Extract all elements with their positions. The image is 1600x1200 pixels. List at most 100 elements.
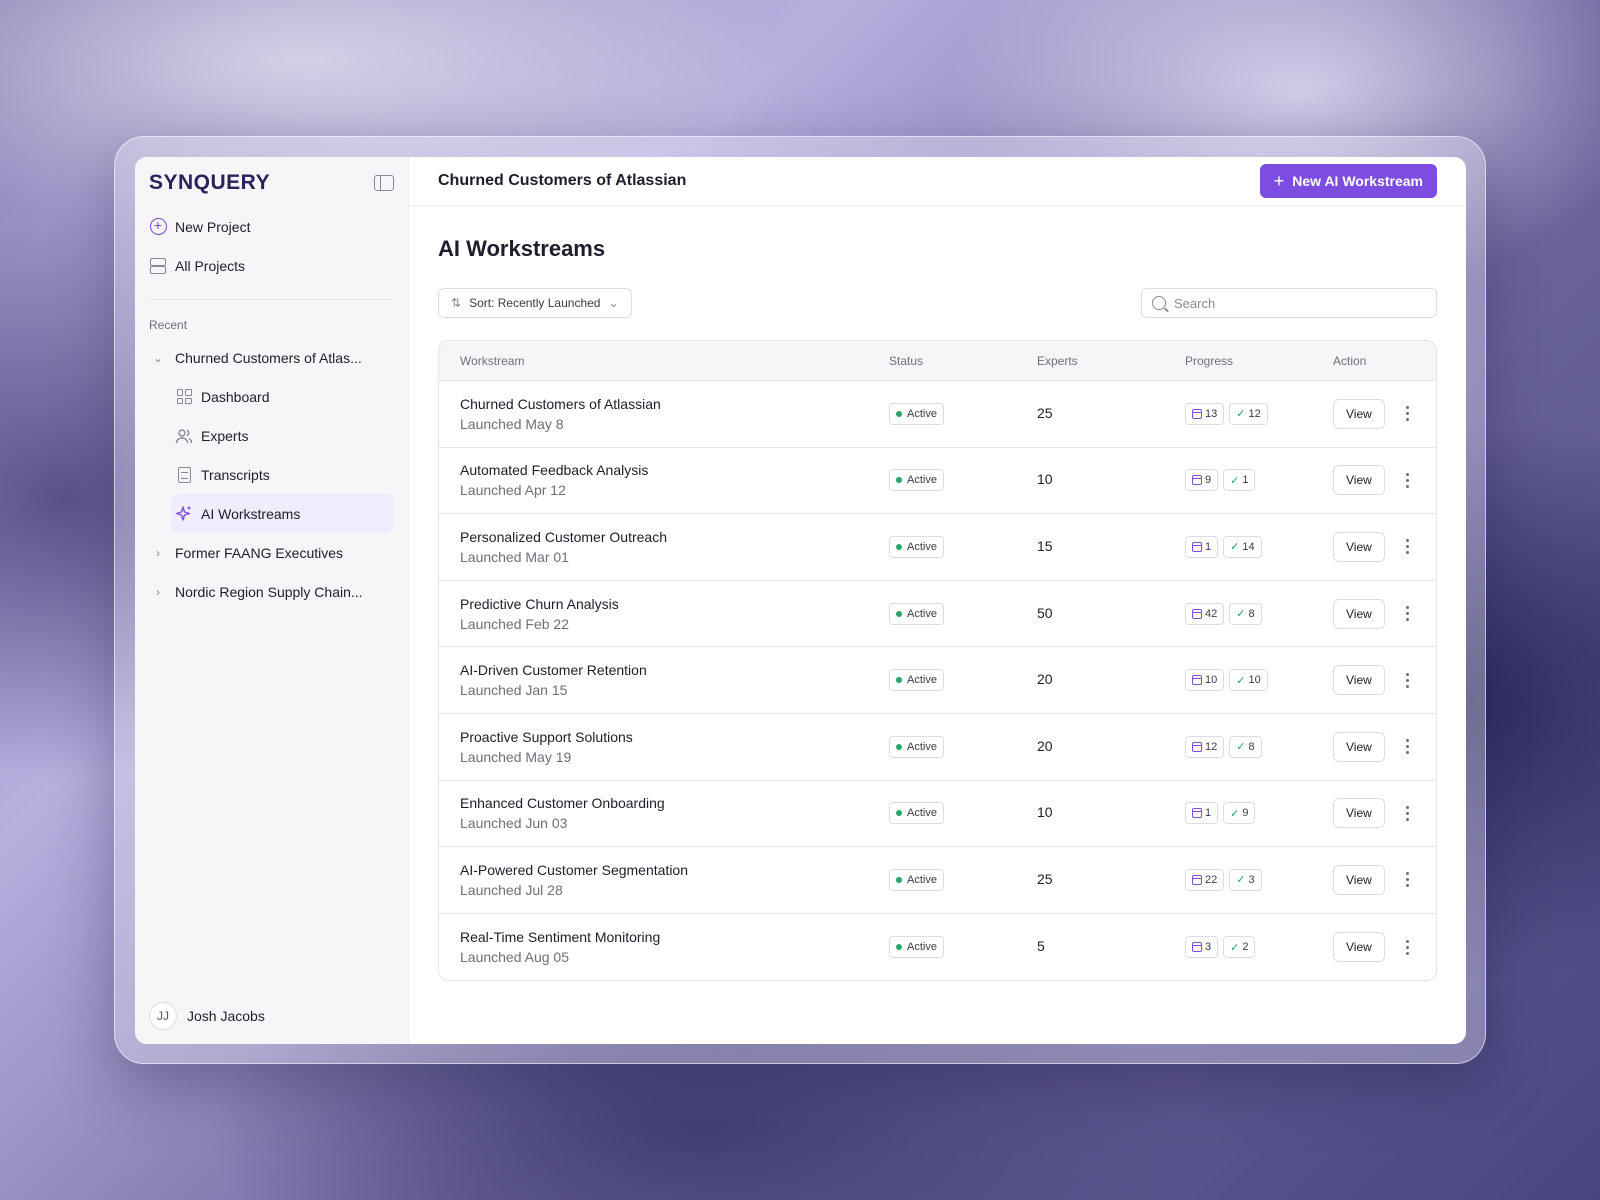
progress-cell: 1 ✓ 14 [1185,535,1333,558]
sidebar-item-ai-workstreams[interactable]: AI Workstreams [171,494,394,533]
completed-chip: ✓ 8 [1229,602,1262,625]
experts-cell: 10 [1037,471,1185,489]
all-projects-link[interactable]: All Projects [149,246,394,285]
workstream-name[interactable]: Proactive Support Solutions [460,728,633,745]
status-dot-icon [896,743,902,750]
sidebar-item-label: Experts [201,427,249,444]
chevron-down-icon[interactable]: ⌄ [152,350,164,365]
main-panel: Churned Customers of Atlassian + New AI … [409,157,1466,1044]
more-options-icon[interactable] [1401,672,1415,688]
status-badge: Active [889,469,944,492]
search-icon [1152,296,1166,310]
workstream-name[interactable]: AI-Powered Customer Segmentation [460,861,688,878]
column-header-experts: Experts [1037,353,1078,368]
completed-chip: ✓ 14 [1223,535,1262,558]
status-dot-icon [896,944,902,951]
recent-project-faang[interactable]: › Former FAANG Executives [149,533,394,572]
view-button[interactable]: View [1333,798,1385,829]
table-row[interactable]: Enhanced Customer Onboarding Launched Ju… [439,781,1436,848]
workstream-name[interactable]: Churned Customers of Atlassian [460,395,661,412]
more-options-icon[interactable] [1401,606,1415,622]
experts-cell: 20 [1037,738,1185,756]
sidebar-item-label: AI Workstreams [201,505,301,522]
plus-icon: + [1273,171,1285,191]
column-header-progress: Progress [1185,353,1234,368]
scheduled-chip: 12 [1185,735,1225,758]
sidebar-item-experts[interactable]: Experts [149,416,394,455]
status-cell: Active [889,469,1037,492]
status-text: Active [907,873,937,886]
sidebar-item-transcripts[interactable]: Transcripts [149,455,394,494]
search-box[interactable] [1141,288,1437,318]
recent-project-churned[interactable]: ⌄ Churned Customers of Atlas... [149,338,394,377]
view-button[interactable]: View [1333,531,1385,562]
scheduled-chip: 42 [1185,602,1225,625]
sidebar-toggle-icon[interactable] [374,175,394,191]
more-options-icon[interactable] [1401,939,1415,955]
new-ai-workstream-button[interactable]: + New AI Workstream [1259,164,1437,198]
check-icon: ✓ [1230,474,1240,487]
column-header-action: Action [1333,353,1367,368]
sort-dropdown[interactable]: ⇅ Sort: Recently Launched ⌄ [438,288,632,318]
completed-chip: ✓ 8 [1229,735,1262,758]
more-options-icon[interactable] [1401,539,1415,555]
app-window: SYNQUERY + New Project All Projects Rece… [135,157,1466,1044]
table-row[interactable]: Proactive Support Solutions Launched May… [439,714,1436,781]
user-menu[interactable]: JJ Josh Jacobs [149,1002,265,1030]
calendar-icon [1192,475,1202,486]
status-cell: Active [889,735,1037,758]
new-project-label: New Project [175,218,251,235]
sidebar-item-dashboard[interactable]: Dashboard [149,377,394,416]
more-options-icon[interactable] [1401,406,1415,422]
document-icon [175,466,193,484]
view-button[interactable]: View [1333,932,1385,963]
workstream-launch-date: Launched Aug 05 [460,949,569,966]
content: AI Workstreams ⇅ Sort: Recently Launched… [409,206,1466,982]
more-options-icon[interactable] [1401,872,1415,888]
status-badge: Active [889,602,944,625]
view-button[interactable]: View [1333,465,1385,496]
table-row[interactable]: Churned Customers of Atlassian Launched … [439,381,1436,448]
table-row[interactable]: Personalized Customer Outreach Launched … [439,514,1436,581]
table-row[interactable]: Predictive Churn Analysis Launched Feb 2… [439,581,1436,648]
table-row[interactable]: AI-Powered Customer Segmentation Launche… [439,847,1436,914]
workstream-name[interactable]: Personalized Customer Outreach [460,528,667,545]
more-options-icon[interactable] [1401,472,1415,488]
recent-project-label: Nordic Region Supply Chain... [175,583,363,600]
workstream-name[interactable]: Real-Time Sentiment Monitoring [460,929,661,946]
calendar-icon [1192,541,1202,552]
workstream-name[interactable]: Automated Feedback Analysis [460,462,649,479]
status-cell: Active [889,936,1037,959]
workstream-name[interactable]: AI-Driven Customer Retention [460,662,647,679]
view-button[interactable]: View [1333,864,1385,895]
completed-count: 14 [1242,540,1255,553]
view-button[interactable]: View [1333,665,1385,696]
more-options-icon[interactable] [1401,805,1415,821]
scheduled-chip: 10 [1185,669,1225,692]
column-header-workstream: Workstream [460,353,525,368]
calendar-icon [1192,408,1202,419]
check-icon: ✓ [1230,541,1240,554]
table-row[interactable]: Real-Time Sentiment Monitoring Launched … [439,914,1436,981]
chevron-right-icon[interactable]: › [156,584,160,599]
workstream-launch-date: Launched Jun 03 [460,815,568,832]
view-button[interactable]: View [1333,598,1385,629]
chevron-right-icon[interactable]: › [156,545,160,560]
workstream-name[interactable]: Enhanced Customer Onboarding [460,795,665,812]
workstream-name[interactable]: Predictive Churn Analysis [460,595,619,612]
progress-chips: 3 ✓ 2 [1185,936,1333,959]
status-dot-icon [896,410,902,417]
new-project-button[interactable]: + New Project [149,207,394,246]
table-row[interactable]: AI-Driven Customer Retention Launched Ja… [439,647,1436,714]
workstream-cell: AI-Powered Customer Segmentation Launche… [439,862,889,898]
view-button[interactable]: View [1333,398,1385,429]
recent-project-nordic[interactable]: › Nordic Region Supply Chain... [149,572,394,611]
more-options-icon[interactable] [1401,739,1415,755]
scheduled-chip: 1 [1185,802,1219,825]
workstream-launch-date: Launched Mar 01 [460,548,569,565]
table-row[interactable]: Automated Feedback Analysis Launched Apr… [439,448,1436,515]
experts-count: 10 [1037,471,1053,488]
search-input[interactable] [1174,295,1426,311]
view-button[interactable]: View [1333,731,1385,762]
action-cell: View [1333,531,1436,562]
